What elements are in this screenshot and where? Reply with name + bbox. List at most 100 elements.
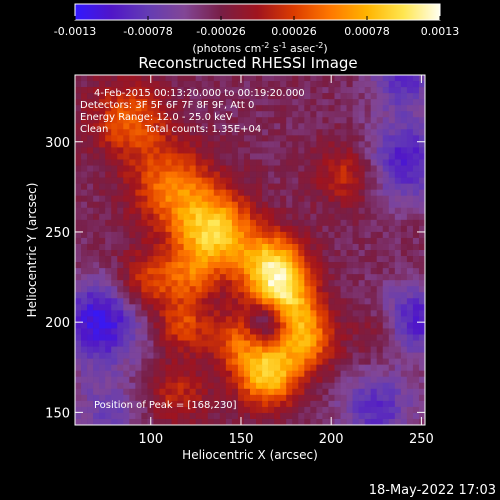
heatmap-cell bbox=[123, 394, 130, 402]
heatmap-cell bbox=[394, 370, 402, 378]
heatmap-cell bbox=[370, 292, 378, 299]
heatmap-cell bbox=[256, 382, 263, 390]
heatmap-cell bbox=[334, 328, 341, 335]
heatmap-cell bbox=[406, 81, 414, 88]
heatmap-cell bbox=[250, 129, 257, 136]
heatmap-cell bbox=[322, 406, 329, 414]
heatmap-cell bbox=[117, 322, 124, 329]
heatmap-cell bbox=[400, 165, 408, 172]
heatmap-cell bbox=[346, 328, 353, 335]
heatmap-cell bbox=[322, 153, 329, 160]
heatmap-cell bbox=[418, 87, 425, 94]
heatmap-cell bbox=[87, 382, 94, 390]
heatmap-cell bbox=[225, 352, 233, 359]
heatmap-cell bbox=[388, 388, 396, 396]
heatmap-cell bbox=[111, 382, 118, 390]
heatmap-cell bbox=[418, 207, 425, 215]
heatmap-cell bbox=[406, 141, 414, 148]
heatmap-cell bbox=[364, 328, 372, 335]
heatmap-cell bbox=[111, 111, 118, 118]
heatmap-cell bbox=[81, 346, 88, 353]
heatmap-cell bbox=[129, 394, 136, 402]
heatmap-cell bbox=[243, 274, 251, 281]
heatmap-cell bbox=[165, 328, 172, 335]
heatmap-cell bbox=[382, 117, 390, 124]
heatmap-cell bbox=[195, 346, 203, 353]
heatmap-cell bbox=[153, 243, 160, 251]
heatmap-cell bbox=[171, 135, 178, 142]
heatmap-cell bbox=[412, 316, 420, 323]
heatmap-cell bbox=[388, 250, 396, 257]
heatmap-cell bbox=[322, 237, 329, 245]
heatmap-cell bbox=[171, 141, 178, 148]
heatmap-cell bbox=[382, 388, 390, 396]
heatmap-cell bbox=[358, 406, 365, 414]
heatmap-cell bbox=[412, 382, 420, 390]
heatmap-cell bbox=[105, 286, 112, 293]
heatmap-cell bbox=[165, 159, 172, 166]
heatmap-cell bbox=[394, 195, 402, 203]
heatmap-cell bbox=[382, 418, 390, 425]
heatmap-cell bbox=[256, 189, 263, 197]
heatmap-cell bbox=[219, 219, 227, 227]
heatmap-cell bbox=[129, 304, 136, 311]
heatmap-cell bbox=[189, 322, 197, 329]
heatmap-cell bbox=[111, 177, 118, 184]
heatmap-cell bbox=[81, 376, 88, 384]
heatmap-cell bbox=[256, 292, 263, 299]
heatmap-cell bbox=[328, 165, 335, 172]
heatmap-cell bbox=[370, 304, 378, 311]
heatmap-cell bbox=[346, 123, 353, 130]
heatmap-cell bbox=[117, 195, 124, 203]
heatmap-cell bbox=[123, 201, 130, 209]
heatmap-cell bbox=[189, 195, 197, 203]
heatmap-cell bbox=[298, 400, 305, 408]
heatmap-cell bbox=[394, 81, 402, 88]
heatmap-cell bbox=[256, 304, 263, 311]
heatmap-cell bbox=[201, 213, 209, 221]
heatmap-cell bbox=[135, 87, 142, 94]
heatmap-cell bbox=[93, 274, 100, 281]
heatmap-cell bbox=[376, 352, 384, 359]
heatmap-cell bbox=[340, 340, 347, 347]
heatmap-cell bbox=[328, 340, 335, 347]
heatmap-cell bbox=[189, 370, 197, 378]
heatmap-cell bbox=[286, 334, 293, 341]
heatmap-cell bbox=[231, 268, 239, 275]
heatmap-cell bbox=[183, 237, 190, 245]
heatmap-cell bbox=[219, 304, 227, 311]
heatmap-cell bbox=[153, 364, 160, 372]
heatmap-cell bbox=[376, 135, 384, 142]
heatmap-cell bbox=[153, 195, 160, 203]
heatmap-cell bbox=[135, 201, 142, 209]
heatmap-cell bbox=[268, 201, 275, 209]
heatmap-cell bbox=[147, 382, 154, 390]
heatmap-cell bbox=[304, 117, 311, 124]
heatmap-cell bbox=[292, 298, 299, 305]
heatmap-cell bbox=[117, 364, 124, 372]
heatmap-cell bbox=[394, 99, 402, 106]
heatmap-cell bbox=[412, 376, 420, 384]
heatmap-cell bbox=[328, 213, 335, 221]
heatmap-cell bbox=[280, 177, 287, 184]
heatmap-cell bbox=[195, 256, 203, 263]
heatmap-cell bbox=[418, 159, 425, 166]
heatmap-cell bbox=[219, 406, 227, 414]
heatmap-cell bbox=[376, 358, 384, 365]
heatmap-cell bbox=[141, 250, 148, 257]
heatmap-cell bbox=[111, 81, 118, 88]
heatmap-cell bbox=[352, 364, 359, 372]
heatmap-cell bbox=[376, 286, 384, 293]
heatmap-cell bbox=[388, 298, 396, 305]
heatmap-cell bbox=[129, 153, 136, 160]
heatmap-cell bbox=[135, 243, 142, 251]
heatmap-cell bbox=[334, 412, 341, 420]
heatmap-cell bbox=[406, 328, 414, 335]
heatmap-cell bbox=[286, 135, 293, 142]
heatmap-cell bbox=[105, 268, 112, 275]
heatmap-cell bbox=[171, 406, 178, 414]
heatmap-cell bbox=[316, 376, 323, 384]
heatmap-cell bbox=[129, 111, 136, 118]
heatmap-cell bbox=[171, 346, 178, 353]
heatmap-cell bbox=[243, 147, 251, 154]
